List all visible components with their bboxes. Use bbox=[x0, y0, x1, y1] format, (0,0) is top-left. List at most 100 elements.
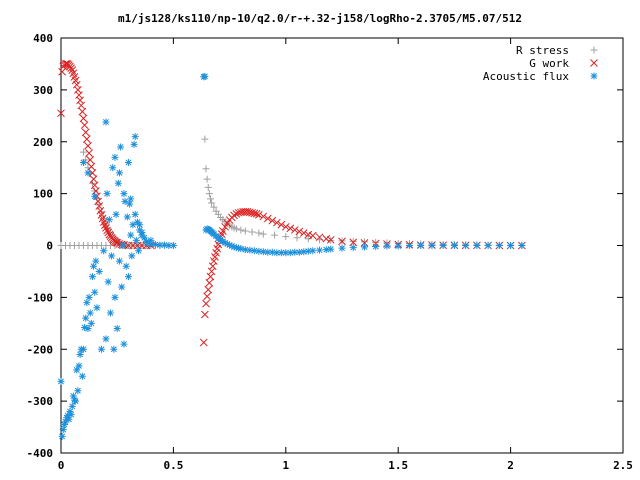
data-point bbox=[67, 411, 75, 419]
data-point bbox=[86, 309, 94, 317]
data-point bbox=[263, 214, 272, 223]
data-point bbox=[201, 135, 209, 143]
data-point bbox=[293, 234, 301, 242]
data-point bbox=[259, 212, 268, 221]
data-point bbox=[234, 208, 243, 217]
data-point bbox=[103, 226, 111, 235]
data-point bbox=[237, 245, 245, 253]
data-point bbox=[221, 222, 229, 231]
data-point bbox=[79, 345, 87, 353]
data-point bbox=[87, 319, 95, 327]
data-point bbox=[140, 234, 148, 242]
data-point bbox=[138, 229, 146, 237]
data-point bbox=[235, 244, 243, 252]
data-point bbox=[272, 218, 281, 227]
data-point bbox=[204, 285, 213, 294]
data-point bbox=[80, 121, 89, 130]
y-tick-label: 300 bbox=[33, 84, 53, 97]
data-point bbox=[221, 239, 229, 247]
data-point bbox=[91, 192, 99, 200]
data-point bbox=[59, 426, 67, 434]
y-tick-label: -200 bbox=[27, 343, 54, 356]
y-tick-label: 200 bbox=[33, 136, 53, 149]
data-point bbox=[84, 169, 92, 177]
data-point bbox=[111, 153, 119, 161]
data-point bbox=[282, 249, 290, 257]
data-point bbox=[450, 242, 458, 249]
data-point bbox=[241, 227, 249, 235]
data-point bbox=[259, 230, 267, 238]
x-tick-label: 1 bbox=[282, 459, 289, 472]
data-point bbox=[226, 241, 234, 249]
data-point bbox=[250, 209, 259, 218]
data-point bbox=[203, 175, 211, 183]
data-point bbox=[76, 350, 84, 358]
legend-label: G work bbox=[529, 57, 569, 70]
data-point bbox=[147, 236, 155, 244]
data-point bbox=[85, 293, 93, 301]
data-point bbox=[77, 101, 86, 110]
data-point bbox=[372, 243, 380, 251]
data-point bbox=[219, 227, 227, 235]
data-point bbox=[131, 133, 139, 141]
data-point bbox=[64, 412, 72, 420]
data-point bbox=[304, 235, 312, 243]
data-point bbox=[114, 179, 122, 187]
data-point bbox=[79, 148, 87, 156]
data-point bbox=[74, 86, 82, 94]
data-point bbox=[58, 432, 66, 440]
data-point bbox=[428, 242, 436, 249]
data-point bbox=[104, 228, 113, 237]
data-point bbox=[405, 242, 413, 249]
y-tick-label: -400 bbox=[27, 447, 54, 460]
data-point bbox=[82, 135, 91, 144]
data-point bbox=[100, 215, 108, 223]
data-point bbox=[57, 377, 65, 385]
data-point bbox=[113, 325, 121, 332]
data-point bbox=[108, 252, 116, 260]
data-point bbox=[127, 195, 135, 203]
data-point bbox=[122, 262, 130, 270]
data-point bbox=[121, 197, 129, 205]
data-point bbox=[165, 242, 173, 249]
data-point bbox=[245, 208, 254, 217]
data-point bbox=[88, 273, 96, 281]
data-point bbox=[57, 109, 65, 118]
data-point bbox=[102, 335, 110, 343]
data-point bbox=[282, 233, 290, 241]
data-point bbox=[112, 210, 120, 218]
data-point bbox=[151, 240, 159, 248]
data-point bbox=[78, 107, 87, 116]
data-point bbox=[81, 128, 90, 137]
data-point bbox=[203, 292, 211, 301]
data-point bbox=[507, 242, 515, 249]
data-point bbox=[87, 162, 96, 171]
data-point bbox=[61, 418, 69, 426]
data-point bbox=[202, 165, 210, 173]
data-point bbox=[316, 246, 324, 254]
data-point bbox=[295, 227, 304, 236]
axis-ticks bbox=[60, 37, 624, 454]
data-point bbox=[156, 241, 164, 249]
data-point bbox=[105, 216, 113, 224]
legend-marker bbox=[590, 46, 598, 54]
data-point bbox=[126, 200, 134, 208]
data-point bbox=[338, 237, 346, 246]
legend-label: Acoustic flux bbox=[483, 70, 569, 83]
legend-marker bbox=[590, 72, 598, 80]
data-point bbox=[304, 247, 312, 255]
data-point bbox=[118, 283, 126, 291]
data-point bbox=[286, 224, 295, 233]
data-point bbox=[131, 210, 139, 218]
data-point bbox=[208, 262, 217, 271]
data-point bbox=[205, 278, 214, 287]
y-tick-label: 0 bbox=[46, 240, 53, 253]
y-tick-label: 400 bbox=[33, 32, 53, 45]
data-point bbox=[417, 242, 425, 249]
data-point bbox=[169, 242, 177, 249]
data-point bbox=[243, 207, 252, 216]
data-point bbox=[84, 325, 92, 332]
data-point bbox=[124, 273, 132, 281]
series-0 bbox=[57, 135, 526, 249]
data-point bbox=[160, 241, 168, 249]
